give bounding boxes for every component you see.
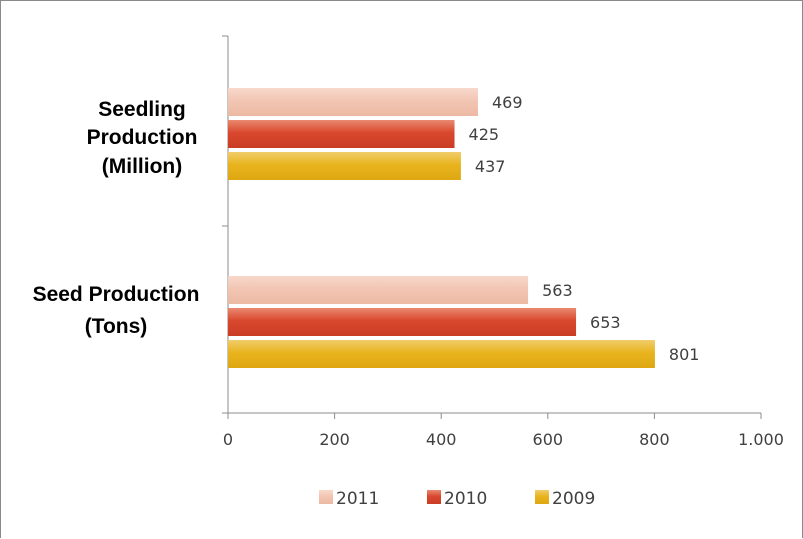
legend-swatch — [535, 490, 549, 504]
category-label: Production — [87, 126, 198, 149]
bars-layer — [228, 88, 655, 368]
data-label: 437 — [475, 157, 506, 176]
bar-2010-0 — [228, 120, 455, 148]
bar-2009-1 — [228, 340, 655, 368]
data-label: 425 — [469, 125, 500, 144]
legend-label: 2011 — [336, 489, 379, 509]
x-tick-label: 800 — [639, 430, 670, 449]
axis-layer: 0 200 400 600 800 1.000 — [222, 35, 784, 449]
x-tick-label: 1.000 — [738, 430, 784, 449]
bar-2011-1 — [228, 276, 529, 304]
legend-swatch — [427, 490, 441, 504]
category-label: (Million) — [102, 155, 182, 178]
category-label: Seedling — [98, 98, 186, 121]
bar-2009-0 — [228, 152, 461, 180]
x-tick-label: 400 — [426, 430, 457, 449]
data-label: 563 — [542, 281, 573, 300]
x-tick-label: 600 — [533, 430, 564, 449]
legend-label: 2010 — [444, 489, 487, 509]
bar-2011-0 — [228, 88, 478, 116]
legend-label: 2009 — [552, 489, 595, 509]
category-label: Seed Production — [33, 283, 200, 306]
data-label: 801 — [669, 345, 700, 364]
legend: 2011 2010 2009 — [319, 489, 595, 509]
data-label: 653 — [590, 313, 621, 332]
category-label: (Tons) — [85, 315, 148, 338]
x-tick-label: 200 — [319, 430, 350, 449]
bar-2010-1 — [228, 308, 577, 336]
labels-layer: Seedling Production (Million) Seed Producti… — [33, 93, 700, 364]
legend-swatch — [319, 490, 333, 504]
data-label: 469 — [492, 93, 523, 112]
x-tick-label: 0 — [223, 430, 233, 449]
